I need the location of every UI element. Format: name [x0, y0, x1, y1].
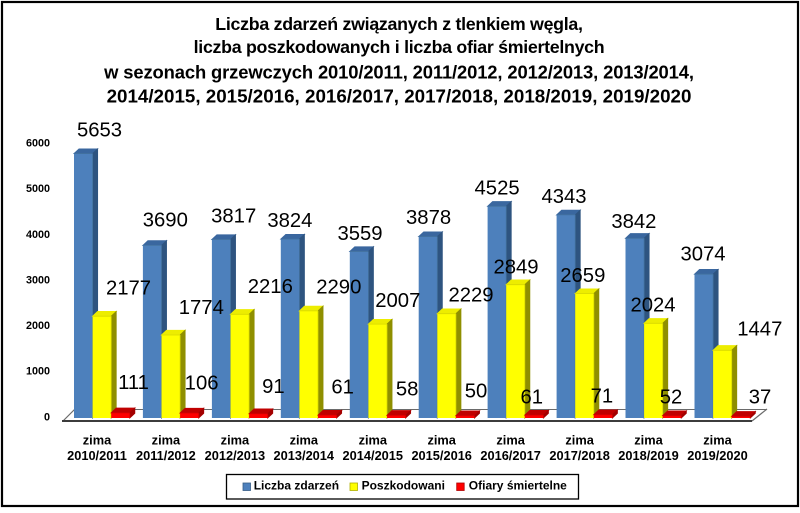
svg-text:6000: 6000	[26, 138, 50, 150]
svg-text:91: 91	[262, 376, 285, 398]
svg-text:2007: 2007	[375, 290, 420, 312]
svg-text:2177: 2177	[106, 278, 151, 300]
svg-text:2024: 2024	[630, 295, 675, 317]
svg-text:zima: zima	[427, 432, 456, 447]
svg-text:zima: zima	[496, 432, 525, 447]
svg-text:1000: 1000	[26, 366, 50, 378]
svg-text:3878: 3878	[406, 207, 451, 229]
svg-text:Liczba zdarzeń: Liczba zdarzeń	[254, 479, 339, 493]
svg-text:111: 111	[118, 372, 149, 394]
svg-text:3842: 3842	[611, 211, 656, 233]
svg-text:3074: 3074	[680, 244, 725, 266]
svg-text:zima: zima	[703, 432, 732, 447]
svg-text:2014/2015: 2014/2015	[343, 448, 404, 463]
svg-text:2017/2018: 2017/2018	[549, 448, 610, 463]
svg-text:2216: 2216	[248, 276, 293, 298]
svg-text:58: 58	[396, 379, 419, 401]
svg-text:zima: zima	[565, 432, 594, 447]
svg-text:3690: 3690	[143, 210, 188, 232]
svg-text:71: 71	[591, 386, 614, 408]
svg-text:zima: zima	[359, 432, 388, 447]
svg-text:3824: 3824	[267, 210, 312, 232]
svg-text:61: 61	[521, 387, 544, 409]
svg-text:61: 61	[331, 376, 354, 398]
svg-text:4343: 4343	[541, 186, 586, 208]
svg-text:4525: 4525	[475, 178, 520, 200]
svg-text:zima: zima	[83, 432, 112, 447]
svg-text:Poszkodowani: Poszkodowani	[362, 479, 445, 493]
svg-text:zima: zima	[152, 432, 181, 447]
svg-text:2015/2016: 2015/2016	[411, 448, 472, 463]
svg-text:zima: zima	[290, 432, 319, 447]
svg-text:2018/2019: 2018/2019	[618, 448, 679, 463]
svg-text:2849: 2849	[493, 257, 538, 279]
svg-text:w sezonach grzewczych 2010/201: w sezonach grzewczych 2010/2011, 2011/20…	[103, 62, 694, 83]
svg-text:Liczba zdarzeń związanych z tl: Liczba zdarzeń związanych z tlenkiem węg…	[215, 14, 582, 34]
svg-text:2010/2011: 2010/2011	[67, 448, 127, 463]
svg-text:2013/2014: 2013/2014	[274, 448, 335, 463]
svg-text:2011/2012: 2011/2012	[136, 448, 196, 463]
svg-text:1447: 1447	[737, 319, 782, 341]
svg-text:5000: 5000	[26, 183, 50, 195]
svg-text:Ofiary śmiertelne: Ofiary śmiertelne	[469, 479, 567, 493]
svg-text:2019/2020: 2019/2020	[687, 448, 748, 463]
svg-text:50: 50	[465, 381, 488, 403]
svg-text:2229: 2229	[448, 284, 493, 306]
svg-text:2014/2015, 2015/2016, 2016/201: 2014/2015, 2015/2016, 2016/2017, 2017/20…	[107, 85, 692, 106]
svg-text:37: 37	[749, 386, 772, 408]
svg-text:4000: 4000	[26, 229, 50, 241]
svg-text:3000: 3000	[26, 275, 50, 287]
svg-text:52: 52	[660, 386, 683, 408]
svg-text:2012/2013: 2012/2013	[205, 448, 266, 463]
svg-text:zima: zima	[221, 432, 250, 447]
svg-text:zima: zima	[634, 432, 663, 447]
svg-text:3817: 3817	[211, 206, 256, 228]
svg-text:2000: 2000	[26, 320, 50, 332]
svg-text:2290: 2290	[316, 277, 361, 299]
svg-text:1774: 1774	[179, 297, 224, 319]
svg-text:0: 0	[44, 411, 50, 423]
svg-text:5653: 5653	[77, 120, 122, 142]
svg-text:liczba poszkodowanych i liczba: liczba poszkodowanych i liczba ofiar śmi…	[194, 37, 605, 57]
svg-text:106: 106	[185, 373, 219, 395]
svg-text:3559: 3559	[337, 223, 382, 245]
svg-text:2659: 2659	[560, 265, 605, 287]
svg-text:2016/2017: 2016/2017	[480, 448, 541, 463]
